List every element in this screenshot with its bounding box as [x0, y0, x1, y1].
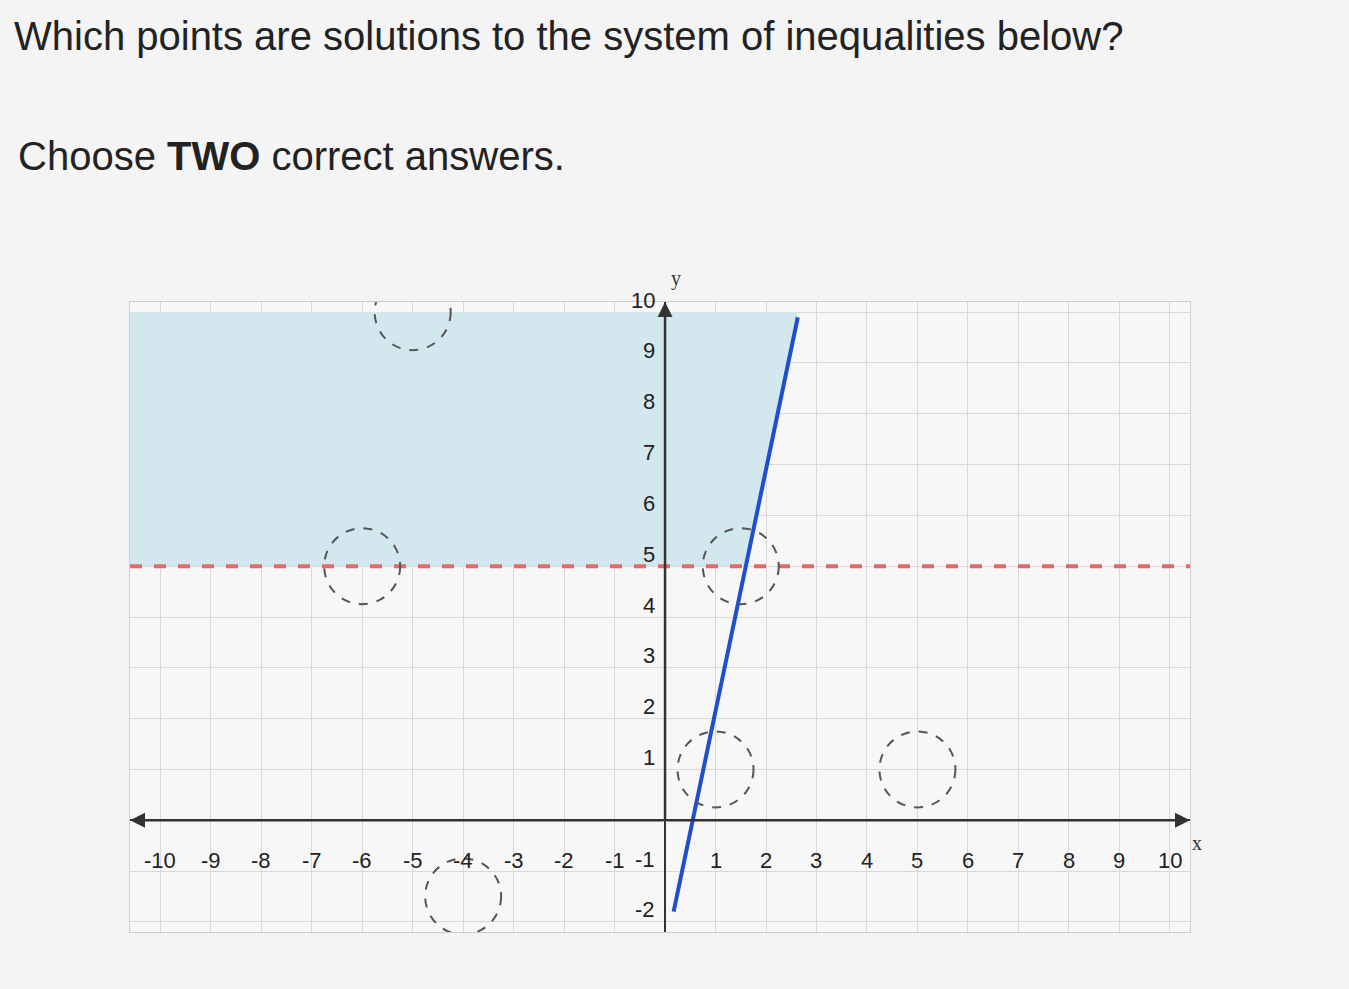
svg-text:5: 5 — [643, 542, 655, 567]
svg-text:9: 9 — [643, 338, 655, 363]
svg-text:1: 1 — [710, 848, 722, 873]
svg-text:1: 1 — [643, 745, 655, 770]
svg-text:-8: -8 — [251, 848, 271, 873]
svg-text:-1: -1 — [605, 848, 625, 873]
svg-text:10: 10 — [1158, 848, 1182, 873]
svg-text:x: x — [1192, 832, 1202, 854]
svg-text:3: 3 — [643, 643, 655, 668]
svg-text:y: y — [671, 267, 681, 290]
svg-text:2: 2 — [760, 848, 772, 873]
svg-text:-2: -2 — [635, 897, 655, 922]
svg-text:6: 6 — [643, 491, 655, 516]
svg-text:9: 9 — [1113, 848, 1125, 873]
svg-text:-6: -6 — [352, 848, 372, 873]
svg-text:5: 5 — [911, 848, 923, 873]
svg-text:8: 8 — [643, 389, 655, 414]
html-text:Choose TWO correct answers.: Choose TWO correct answers. — [18, 134, 565, 178]
svg-text:-1: -1 — [635, 847, 655, 872]
svg-text:4: 4 — [643, 593, 655, 618]
svg-text:-5: -5 — [403, 848, 423, 873]
svg-text:4: 4 — [861, 848, 873, 873]
svg-text:-7: -7 — [302, 848, 322, 873]
svg-text:-2: -2 — [554, 848, 574, 873]
svg-text:-9: -9 — [201, 848, 221, 873]
svg-text:-10: -10 — [144, 848, 176, 873]
svg-text:6: 6 — [962, 848, 974, 873]
svg-text:-3: -3 — [504, 848, 524, 873]
svg-text:7: 7 — [643, 440, 655, 465]
html-text:Which points are solutions to: Which points are solutions to the system… — [14, 14, 1124, 58]
svg-text:2: 2 — [643, 694, 655, 719]
svg-text:7: 7 — [1012, 848, 1024, 873]
svg-text:3: 3 — [810, 848, 822, 873]
svg-text:10: 10 — [631, 288, 655, 313]
svg-text:8: 8 — [1063, 848, 1075, 873]
svg-text:-4: -4 — [453, 848, 473, 873]
